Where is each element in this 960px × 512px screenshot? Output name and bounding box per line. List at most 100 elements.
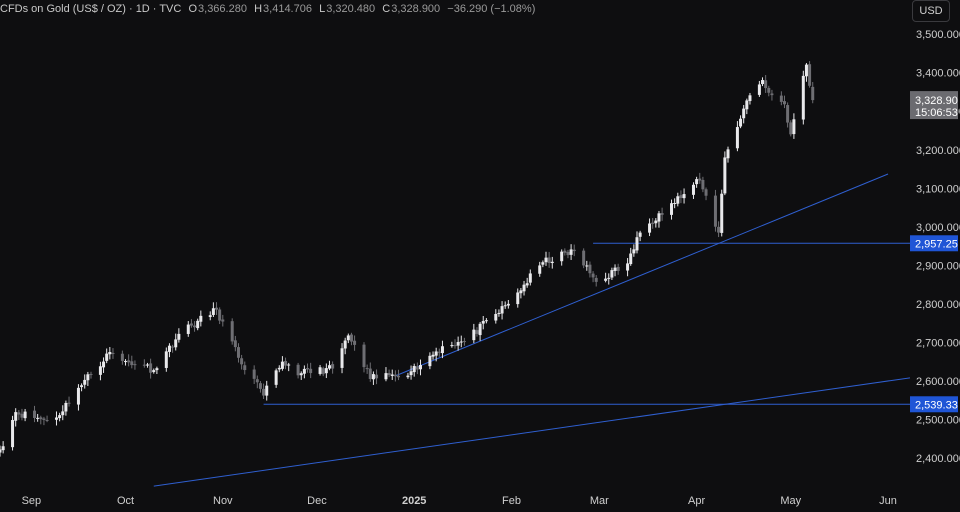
- candle-body: [149, 363, 153, 373]
- low-label: L: [319, 3, 326, 15]
- candle: [516, 288, 520, 308]
- candle: [252, 365, 256, 384]
- candle-body: [287, 364, 291, 366]
- candle: [415, 362, 419, 375]
- candle: [243, 361, 247, 375]
- candle-body: [698, 178, 702, 181]
- candle-body: [782, 101, 786, 105]
- candle-body: [133, 364, 137, 366]
- candle-body: [280, 361, 284, 369]
- candle-body: [243, 365, 247, 371]
- candle-body: [626, 263, 630, 271]
- candle: [585, 260, 589, 271]
- candle-body: [481, 321, 485, 324]
- candle: [566, 249, 570, 259]
- candle-body: [786, 105, 790, 123]
- candle: [726, 146, 730, 163]
- candle: [324, 363, 328, 379]
- candle-body: [124, 361, 128, 363]
- candle-body: [632, 249, 636, 254]
- candle-body: [682, 194, 686, 199]
- candle: [789, 120, 793, 137]
- candle: [130, 355, 134, 369]
- candle-body: [406, 375, 410, 378]
- candle: [67, 396, 71, 407]
- candle: [45, 415, 49, 423]
- candle: [500, 301, 504, 320]
- candle: [61, 405, 65, 421]
- candle: [808, 61, 812, 88]
- candle: [387, 369, 391, 378]
- candle: [390, 369, 394, 380]
- candle: [233, 335, 237, 352]
- candle: [440, 340, 444, 359]
- candle: [569, 244, 573, 260]
- candle: [456, 336, 460, 351]
- candle-body: [717, 226, 721, 233]
- candle: [676, 192, 680, 207]
- high-label: H: [254, 3, 263, 15]
- candle-body: [211, 308, 215, 315]
- open-label: O: [188, 3, 198, 15]
- candle: [299, 371, 303, 380]
- candle: [497, 309, 501, 317]
- candle-body: [362, 344, 366, 368]
- candle: [23, 408, 27, 422]
- candle: [616, 263, 620, 275]
- close-label: C: [382, 3, 391, 15]
- candle: [713, 189, 717, 232]
- candle: [80, 383, 84, 392]
- currency-button[interactable]: USD: [912, 0, 950, 22]
- candle: [437, 348, 441, 357]
- candle: [120, 350, 124, 365]
- time-axis[interactable]: Sep Oct Nov Dec 2025 Feb Mar Apr May Jun: [22, 495, 897, 507]
- candle: [767, 85, 771, 97]
- candle-body: [186, 324, 190, 334]
- candle-body: [604, 278, 608, 281]
- x-tick-label: Jun: [879, 495, 897, 507]
- x-tick-label: Mar: [590, 495, 609, 507]
- candle: [607, 273, 611, 285]
- candle: [660, 207, 664, 221]
- candle-body: [563, 250, 567, 253]
- candle-body: [167, 345, 171, 352]
- candle-body: [528, 273, 532, 283]
- candle-body: [450, 345, 454, 347]
- candles: [0, 61, 815, 457]
- candle: [309, 362, 313, 379]
- candle: [397, 369, 401, 381]
- candle: [547, 251, 551, 268]
- current-price-tag: [910, 91, 958, 120]
- candle: [764, 75, 768, 93]
- candle: [296, 362, 300, 379]
- candle-body: [478, 323, 482, 336]
- candle: [506, 300, 510, 309]
- candle-body: [324, 368, 328, 374]
- candle: [384, 367, 388, 382]
- candle: [757, 80, 761, 97]
- candle-body: [544, 257, 548, 263]
- candle: [258, 381, 262, 393]
- candle-body: [39, 417, 43, 420]
- candle: [149, 358, 153, 379]
- candle-body: [196, 320, 200, 329]
- candle-body: [735, 127, 739, 149]
- candle-body: [739, 118, 743, 127]
- candle-body: [236, 347, 240, 358]
- candle: [670, 199, 674, 220]
- candle: [811, 82, 815, 104]
- y-tick-label: 3,500.000: [916, 29, 960, 41]
- level-tag: [910, 396, 958, 413]
- candle-body: [318, 367, 322, 374]
- candle: [171, 344, 175, 353]
- candle-body: [547, 257, 551, 264]
- candle-body: [804, 64, 808, 77]
- candle: [321, 366, 325, 377]
- candle-body: [440, 346, 444, 354]
- candle: [782, 95, 786, 109]
- candle-body: [767, 87, 771, 93]
- current-price-label: 3,328.90: [915, 95, 958, 107]
- candle-body: [654, 220, 658, 224]
